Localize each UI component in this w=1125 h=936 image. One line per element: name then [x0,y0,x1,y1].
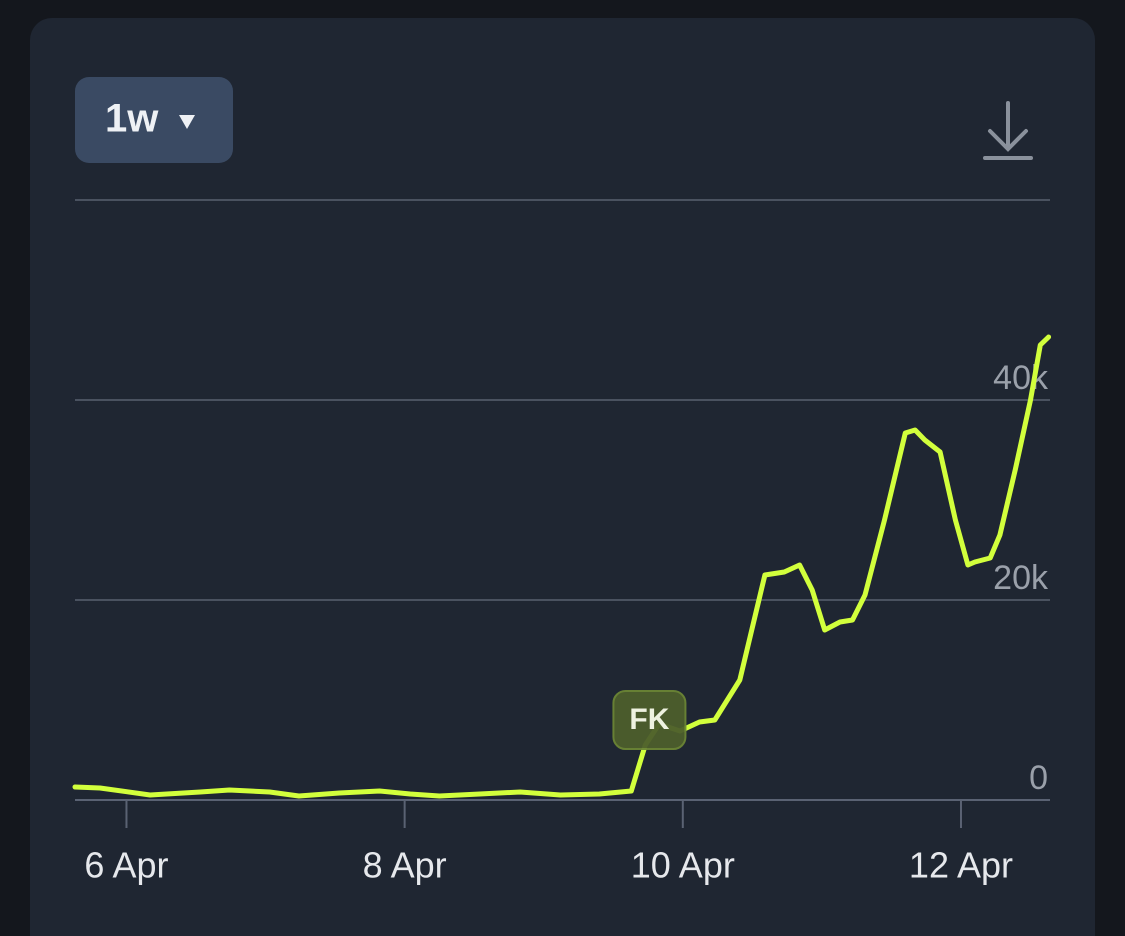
range-button[interactable] [75,77,233,163]
x-tick-label: 10 Apr [631,845,735,886]
annotation-badge [612,690,687,750]
plot: 0 20k 40k 6 Apr 8 Apr 10 Apr 12 Apr FK [72,199,1052,886]
x-tick-label: 12 Apr [909,845,1013,886]
range-selector[interactable]: 1w [75,77,233,163]
y-tick-label: 20k [993,559,1049,597]
y-tick-label: 40k [993,359,1049,397]
range-label[interactable]: 1w [105,97,159,141]
y-tick-label: 0 [1029,759,1048,797]
download-icon [988,129,1028,152]
data-line [72,334,1052,799]
dropdown-caret [179,115,195,129]
download-button[interactable] [983,101,1033,160]
x-tick-label: 6 Apr [84,845,168,886]
annotation-label: FK [629,703,669,736]
card [30,18,1095,936]
annotation: FK [612,690,687,750]
x-tick-label: 8 Apr [363,845,447,886]
